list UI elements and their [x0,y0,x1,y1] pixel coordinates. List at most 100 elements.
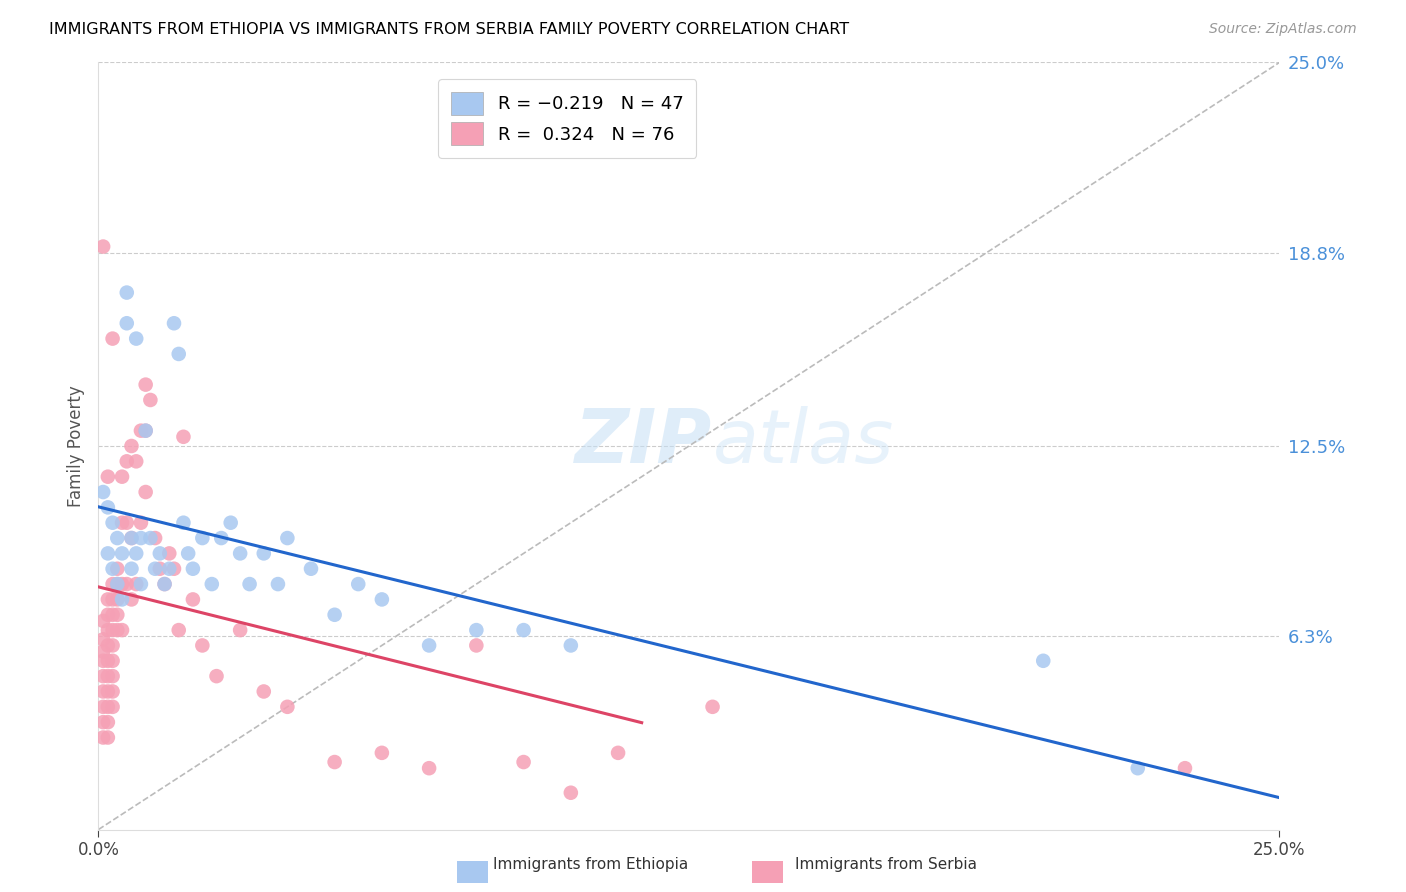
Point [121,531,143,545]
Point [201,577,224,591]
Point [129,516,152,530]
Point [91,654,114,668]
Point [157,546,180,560]
Point [91,632,114,647]
Point [101,669,124,683]
Point [135,424,157,438]
Point [101,332,124,346]
Point [323,607,346,622]
Point [1174,761,1197,775]
Point [560,786,582,800]
Point [276,699,298,714]
Point [97,592,120,607]
Point [219,516,242,530]
Point [181,562,204,576]
Point [97,715,120,730]
Point [91,614,114,628]
Point [239,577,262,591]
Text: atlas: atlas [713,406,894,478]
Text: ZIP: ZIP [575,406,713,479]
Point [135,485,157,500]
Point [157,562,180,576]
Point [105,607,128,622]
Point [125,332,148,346]
Point [167,623,190,637]
Point [91,239,114,253]
Point [101,516,124,530]
Point [253,546,276,560]
Y-axis label: Family Poverty: Family Poverty [66,385,84,507]
Point [101,654,124,668]
Point [167,347,190,361]
Point [97,469,120,483]
Point [135,424,157,438]
Point [512,623,534,637]
Point [139,531,162,545]
Point [115,577,138,591]
Point [97,607,120,622]
Point [209,531,232,545]
Point [105,623,128,637]
Point [115,285,138,300]
Point [163,562,186,576]
Point [97,699,120,714]
Point [105,531,128,545]
Point [465,639,488,653]
Point [111,546,134,560]
Point [101,607,124,622]
Point [153,577,176,591]
Point [191,531,214,545]
Point [371,746,394,760]
Point [125,546,148,560]
Point [181,592,204,607]
Point [229,546,252,560]
Point [115,454,138,468]
Point [129,424,152,438]
Point [205,669,228,683]
Point [371,592,394,607]
Point [135,377,157,392]
Point [97,731,120,745]
Point [115,516,138,530]
Point [101,623,124,637]
Text: IMMIGRANTS FROM ETHIOPIA VS IMMIGRANTS FROM SERBIA FAMILY POVERTY CORRELATION CH: IMMIGRANTS FROM ETHIOPIA VS IMMIGRANTS F… [49,22,849,37]
Point [97,639,120,653]
Point [143,531,166,545]
Point [607,746,630,760]
Legend: R = −0.219   N = 47, R =  0.324   N = 76: R = −0.219 N = 47, R = 0.324 N = 76 [439,79,696,158]
Point [105,562,128,576]
Point [97,684,120,698]
Point [139,392,162,407]
Point [418,639,440,653]
Point [1032,654,1054,668]
Point [97,623,120,637]
Point [101,562,124,576]
Point [101,639,124,653]
Point [91,715,114,730]
Point [121,531,143,545]
Point [129,531,152,545]
Point [163,316,186,330]
FancyBboxPatch shape [747,856,789,888]
Point [125,454,148,468]
Point [276,531,298,545]
Point [347,577,370,591]
Point [153,577,176,591]
Point [111,592,134,607]
Point [702,699,724,714]
Point [121,592,143,607]
Point [91,731,114,745]
Point [177,546,200,560]
Point [97,654,120,668]
Point [105,577,128,591]
Point [101,699,124,714]
Point [149,562,172,576]
Point [115,316,138,330]
Point [125,577,148,591]
Point [111,577,134,591]
Text: Immigrants from Serbia: Immigrants from Serbia [794,857,977,872]
Point [121,439,143,453]
Text: Immigrants from Ethiopia: Immigrants from Ethiopia [494,857,688,872]
Point [91,669,114,683]
Point [129,577,152,591]
